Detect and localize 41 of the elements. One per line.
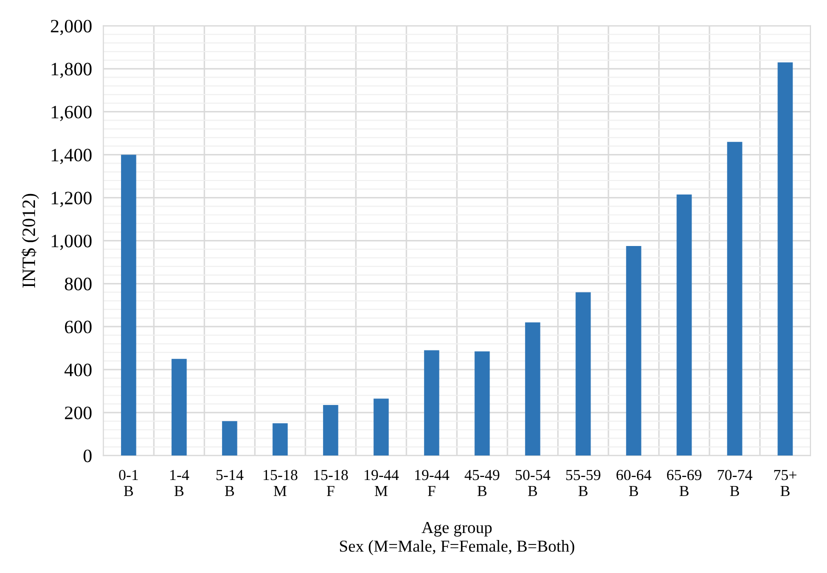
bar [172, 358, 187, 456]
x-tick-label: 75+ B [774, 470, 796, 496]
bar [576, 292, 591, 456]
x-tick-label: 65-69 B [667, 470, 702, 496]
x-tick-label: 55-59 B [566, 470, 600, 496]
y-tick-label: 600 [64, 320, 92, 334]
y-tick-label: 200 [64, 406, 92, 420]
bar [727, 142, 742, 456]
bar [626, 246, 642, 456]
y-tick-label: 1,200 [52, 192, 92, 208]
x-tick-label: 70-74 B [718, 470, 752, 496]
bar [778, 62, 793, 456]
y-tick-label: 800 [64, 278, 92, 290]
x-tick-label: 19-44 F [415, 470, 450, 496]
x-tick-label: 15-18 F [314, 470, 348, 496]
bar [525, 322, 540, 456]
x-tick-label: 60-64 B [616, 470, 652, 496]
x-tick-label: 1-4 B [170, 470, 190, 496]
x-tick-label: 19-44 M [364, 470, 399, 496]
x-axis-title: Age group Sex (M=Male, F=Female, B=Both) [340, 522, 574, 556]
y-tick-label: 1,800 [52, 62, 92, 78]
x-tick-label: 15-18 M [264, 470, 298, 496]
y-tick-label: 1,400 [52, 148, 92, 164]
y-tick-label: 1,000 [52, 234, 92, 250]
bar [424, 350, 440, 456]
bar [374, 398, 389, 456]
y-tick-label: 1,600 [52, 106, 92, 122]
y-tick-label: 400 [64, 364, 92, 376]
y-tick-label: 0 [84, 450, 92, 462]
bar [121, 154, 136, 456]
y-axis-title: INT$ (2012) [21, 194, 39, 288]
bar [676, 194, 692, 456]
x-tick-label: 0-1 B [119, 470, 138, 496]
x-tick-label: 5-14 B [216, 470, 244, 496]
y-tick-label: 2,000 [50, 20, 92, 36]
bar [474, 351, 490, 456]
bar [222, 421, 238, 456]
x-tick-label: 45-49 B [464, 470, 500, 496]
bar [323, 405, 338, 456]
bar [272, 423, 288, 456]
x-tick-label: 50-54 B [516, 470, 550, 496]
